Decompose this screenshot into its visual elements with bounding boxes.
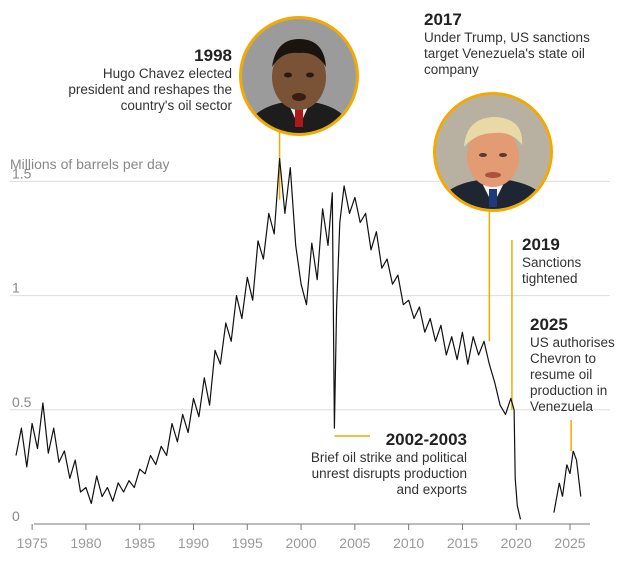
annotation-2017-text: Under Trump, US sanctions target Venezue… — [424, 30, 590, 77]
x-axis-ticks: 1975 1980 1985 1990 1995 2000 2005 2010 2015 2020… — [17, 524, 586, 551]
annotation-2002-2003: 2002-2003 Brief oil strike and political… — [292, 430, 467, 498]
y-axis-ticks: 0 0.5 1 1.5 — [12, 165, 32, 524]
y-tick-label: 1.5 — [12, 165, 32, 181]
y-tick-label: 1 — [12, 280, 20, 296]
x-tick-label: 2000 — [285, 535, 316, 551]
annotation-2002-2003-year: 2002-2003 — [385, 430, 467, 449]
x-tick-label: 2025 — [554, 535, 585, 551]
y-tick-label: 0 — [12, 508, 20, 524]
annotation-2002-2003-text: Brief oil strike and political unrest di… — [310, 450, 467, 497]
gridlines — [10, 180, 610, 411]
x-tick-label: 2015 — [447, 535, 478, 551]
x-tick-label: 1975 — [17, 535, 48, 551]
annotation-1998-year: 1998 — [194, 46, 232, 65]
production-series-line-2023-onward — [553, 450, 582, 513]
annotation-1998: 1998 Hugo Chavez elected president and r… — [60, 46, 232, 114]
x-tick-label: 2020 — [501, 535, 532, 551]
production-series-line — [15, 158, 522, 520]
hugo-chavez-portrait — [239, 16, 359, 136]
annotation-2019: 2019 Sanctions tightened — [522, 235, 622, 287]
annotation-2017: 2017 Under Trump, US sanctions target Ve… — [424, 10, 614, 78]
y-axis-label: Millions of barrels per day — [10, 156, 170, 172]
annotation-2019-year: 2019 — [522, 235, 560, 254]
annotation-2017-year: 2017 — [424, 10, 462, 29]
donald-trump-portrait — [433, 92, 553, 212]
x-tick-label: 1985 — [124, 535, 155, 551]
annotation-2025-year: 2025 — [530, 315, 568, 334]
annotation-1998-text: Hugo Chavez elected president and reshap… — [68, 66, 232, 113]
x-tick-label: 2005 — [339, 535, 370, 551]
y-tick-label: 0.5 — [12, 394, 32, 410]
annotation-2025: 2025 US authorises Chevron to resume oil… — [530, 315, 630, 415]
x-tick-label: 1980 — [70, 535, 101, 551]
annotation-2019-text: Sanctions tightened — [522, 255, 582, 286]
annotation-2025-text: US authorises Chevron to resume oil prod… — [530, 335, 615, 414]
annotation-leader-lines — [278, 130, 572, 451]
x-tick-label: 1990 — [178, 535, 209, 551]
x-tick-label: 2010 — [393, 535, 424, 551]
x-tick-label: 1995 — [232, 535, 263, 551]
